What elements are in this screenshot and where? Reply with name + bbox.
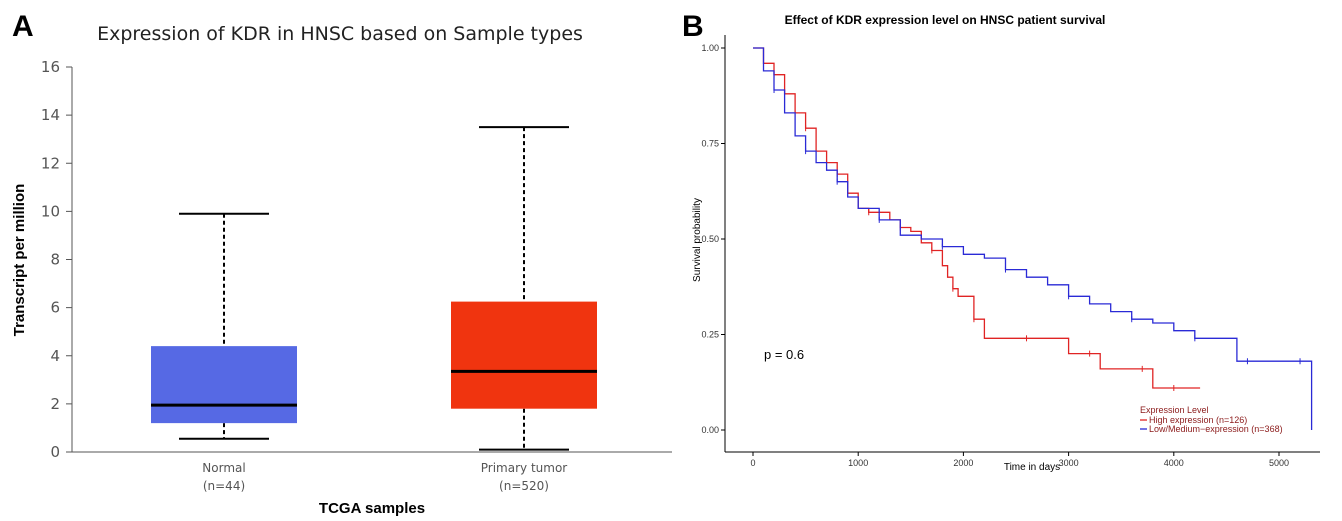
km-y-tick-label: 0.00	[701, 425, 719, 435]
box-rect	[451, 301, 597, 409]
km-y-tick-label: 0.75	[701, 139, 719, 149]
box-plot-area: 0 2 4 6 8 10 12 14 16 Normal (n=44) Primary tumor (n…	[41, 58, 672, 493]
km-plot-area: 0.00 0.25 0.50 0.75 1.00 0 1000 2000 3000 4000 500…	[701, 35, 1320, 468]
box-category-n: (n=44)	[203, 479, 245, 493]
km-legend-label: Low/Medium−expression (n=368)	[1149, 424, 1283, 434]
box-y-tick-label: 10	[41, 202, 60, 220]
km-y-axis-label: Survival probability	[692, 198, 703, 282]
km-x-tick-label: 0	[750, 458, 755, 468]
km-x-tick-label: 3000	[1059, 458, 1079, 468]
km-x-tick-label: 5000	[1269, 458, 1289, 468]
km-chart-title: Effect of KDR expression level on HNSC p…	[785, 13, 1106, 27]
box-y-tick-label: 2	[50, 395, 60, 413]
box-y-tick-label: 8	[50, 251, 60, 269]
legend-title: Expression Level	[1140, 405, 1209, 415]
box-category-label: Primary tumor	[481, 461, 568, 475]
km-y-tick-label: 1.00	[701, 43, 719, 53]
km-legend-label: High expression (n=126)	[1149, 415, 1247, 425]
km-survival-curve	[753, 47, 1313, 430]
km-y-tick-label: 0.25	[701, 330, 719, 340]
box-x-axis-label: TCGA samples	[319, 500, 425, 517]
box-y-tick-label: 14	[41, 106, 60, 124]
panel-b-letter: B	[682, 10, 704, 43]
km-y-tick-label: 0.50	[701, 234, 719, 244]
km-x-tick-label: 1000	[848, 458, 868, 468]
km-survival-curve	[753, 47, 1201, 389]
box-chart-title: Expression of KDR in HNSC based on Sampl…	[97, 23, 583, 45]
box-category-n: (n=520)	[499, 479, 549, 493]
panel-a-letter: A	[12, 10, 34, 43]
box-y-axis-label: Transcript per million	[11, 184, 28, 337]
box-y-tick-label: 6	[50, 299, 60, 317]
box-y-tick-label: 16	[41, 58, 60, 76]
km-x-tick-label: 4000	[1164, 458, 1184, 468]
box-rect	[151, 346, 297, 424]
box-y-tick-label: 4	[50, 347, 60, 365]
p-value-annotation: p = 0.6	[764, 347, 804, 362]
km-x-axis-label: Time in days	[1004, 462, 1060, 473]
box-y-tick-label: 0	[50, 443, 60, 461]
box-category-label: Normal	[202, 461, 245, 475]
km-x-tick-label: 2000	[953, 458, 973, 468]
box-y-tick-label: 12	[41, 154, 60, 172]
